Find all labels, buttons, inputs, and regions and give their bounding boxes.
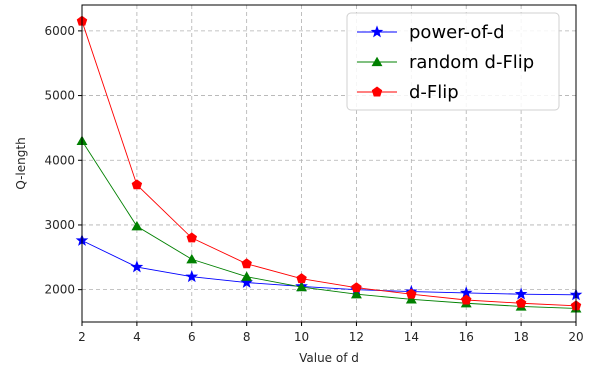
x-tick-label: 10 <box>294 330 309 344</box>
legend-marker <box>370 25 384 38</box>
x-tick-label: 8 <box>243 330 251 344</box>
data-point <box>461 294 472 305</box>
series-line <box>81 240 577 296</box>
series-random-d-flip <box>76 135 582 313</box>
series-layer <box>75 15 583 313</box>
x-tick-label: 4 <box>133 330 141 344</box>
legend-box <box>346 12 560 111</box>
data-point <box>296 273 307 284</box>
data-point <box>514 287 528 300</box>
legend-label: d-Flip <box>409 82 459 103</box>
x-axis-label: Value of d <box>299 351 359 365</box>
x-tick-label: 18 <box>513 330 528 344</box>
data-point <box>351 282 362 293</box>
y-tick-label: 6000 <box>44 24 75 38</box>
y-tick-label: 3000 <box>44 218 75 232</box>
y-tick-label: 2000 <box>44 283 75 297</box>
y-tick-label: 4000 <box>44 153 75 167</box>
x-tick-label: 20 <box>568 330 583 344</box>
y-axis-label: Q-length <box>14 137 28 189</box>
data-point <box>186 232 197 243</box>
data-point <box>296 281 308 292</box>
data-point <box>241 271 253 281</box>
data-point <box>186 253 198 264</box>
plot-frame <box>81 4 577 323</box>
data-point <box>131 179 143 190</box>
series-line <box>81 21 577 307</box>
data-point <box>350 288 362 299</box>
x-tick-label: 14 <box>404 330 419 344</box>
data-point <box>130 260 144 273</box>
data-point <box>406 288 417 299</box>
legend-marker <box>371 56 383 67</box>
legend: power-of-d random d-Flip d-Flip <box>346 12 560 111</box>
legend-label: random d-Flip <box>409 52 534 73</box>
x-tick-label: 2 <box>78 330 86 344</box>
series-line <box>81 140 577 309</box>
data-point <box>185 270 199 283</box>
legend-entry: random d-Flip <box>357 52 534 73</box>
legend-marker <box>371 86 383 97</box>
series-d-flip <box>76 15 582 311</box>
data-point <box>241 258 252 269</box>
x-tick-label: 12 <box>349 330 364 344</box>
data-point <box>405 294 417 304</box>
legend-entry: d-Flip <box>357 82 459 103</box>
data-point <box>515 297 527 308</box>
x-tick-label: 16 <box>459 330 474 344</box>
axis-ticks: 2 4 6 8 10 12 14 16 18 20 2000 3000 4000 5000 6000 <box>44 24 583 344</box>
y-tick-label: 5000 <box>44 89 75 103</box>
legend-entry: power-of-d <box>357 22 505 43</box>
data-point <box>131 220 143 231</box>
x-tick-label: 6 <box>188 330 196 344</box>
legend-label: power-of-d <box>409 22 505 43</box>
